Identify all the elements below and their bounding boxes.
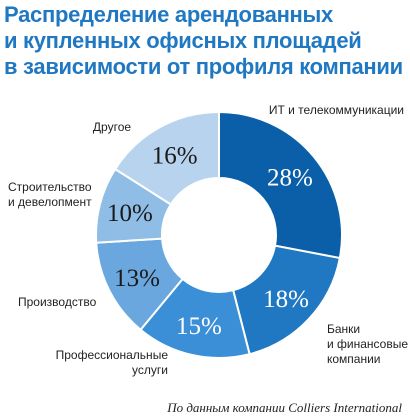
category-label-banks: Банки и финансовые компании — [327, 322, 408, 366]
category-label-line: Другое — [93, 120, 131, 134]
category-label-services: Профессиональные услуги — [56, 348, 169, 377]
category-label-line: услуги — [132, 363, 168, 377]
value-label-services: 15% — [176, 313, 222, 340]
category-label-line: ИТ и телекоммуникации — [269, 103, 404, 117]
value-label-banks: 18% — [263, 286, 309, 313]
category-label-other: Другое — [93, 120, 131, 134]
category-label-line: Строительство — [8, 180, 92, 194]
chart-title-line-2: и купленных офисных площадей — [4, 28, 362, 53]
category-label-construction: Строительство и девелопмент — [8, 180, 92, 209]
chart-title-line-3: в зависимости от профиля компании — [4, 54, 403, 79]
slice-banks — [231, 244, 341, 356]
value-label-construction: 10% — [107, 200, 153, 227]
chart-title-line-1: Распределение арендованных — [4, 2, 333, 27]
value-label-production: 13% — [114, 265, 160, 292]
category-label-line: Профессиональные — [56, 348, 169, 362]
slice-it — [218, 110, 343, 260]
category-label-line: Производство — [18, 295, 97, 309]
category-label-production: Производство — [18, 295, 97, 309]
category-label-line: Банки — [327, 322, 360, 336]
value-label-it: 28% — [267, 164, 313, 191]
category-label-line: компании — [327, 352, 381, 366]
category-label-line: и финансовые — [327, 337, 408, 351]
value-label-other: 16% — [152, 142, 198, 169]
category-label-line: и девелопмент — [8, 195, 92, 209]
source-note: По данным компании Colliers Internationa… — [167, 400, 402, 415]
slice-other — [113, 110, 220, 206]
category-label-it: ИТ и телекоммуникации — [269, 103, 404, 117]
chart-title: Распределение арендованных и купленных о… — [4, 2, 408, 80]
